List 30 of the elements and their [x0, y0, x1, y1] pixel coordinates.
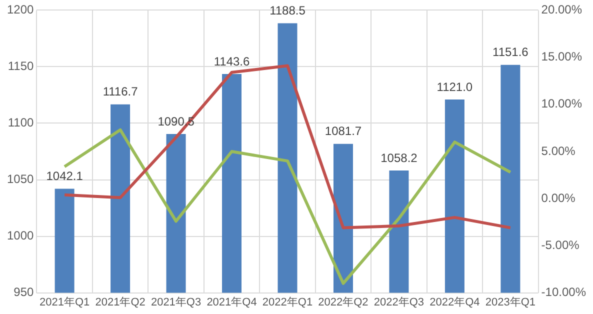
- y-tick-label: 1000: [6, 228, 34, 243]
- y2-tick-label: -10.00%: [541, 285, 586, 300]
- y-tick-label: 1200: [6, 2, 34, 17]
- x-tick-label: 2021年Q1: [39, 296, 90, 308]
- y-tick-label: 1100: [8, 116, 34, 130]
- x-tick-label: 2021年Q3: [150, 296, 202, 308]
- x-tick-label: 2023年Q1: [485, 296, 536, 308]
- y2-tick-label: 15.00%: [541, 50, 582, 64]
- x-tick-label: 2022年Q3: [374, 296, 424, 308]
- data-label: 1188.5: [270, 4, 306, 18]
- x-tick-label: 2022年Q2: [318, 296, 368, 308]
- data-label: 1058.2: [380, 150, 418, 165]
- x-tick-label: 2022年Q4: [430, 296, 480, 308]
- data-label: 1081.7: [324, 124, 362, 138]
- y2-tick-label: 10.00%: [541, 96, 582, 111]
- y-tick-label: 1150: [8, 59, 34, 74]
- y2-tick-label: 0.00%: [541, 190, 576, 205]
- data-label: 1121.0: [436, 80, 473, 94]
- y2-tick-label: 20.00%: [541, 2, 582, 17]
- x-tick-label: 2022年Q1: [262, 296, 313, 308]
- y-tick-label: 1050: [6, 172, 34, 186]
- y-tick-label: 950: [14, 285, 34, 300]
- data-label: 1116.7: [102, 84, 138, 99]
- data-label: 1143.6: [214, 54, 250, 68]
- x-tick-label: 2021年Q2: [95, 296, 146, 308]
- y2-tick-label: -5.00%: [541, 238, 580, 252]
- y2-tick-label: 5.00%: [541, 144, 576, 158]
- data-label: 1042.1: [46, 169, 84, 184]
- data-label: 1151.6: [492, 45, 529, 60]
- x-tick-label: 2021年Q4: [206, 296, 257, 308]
